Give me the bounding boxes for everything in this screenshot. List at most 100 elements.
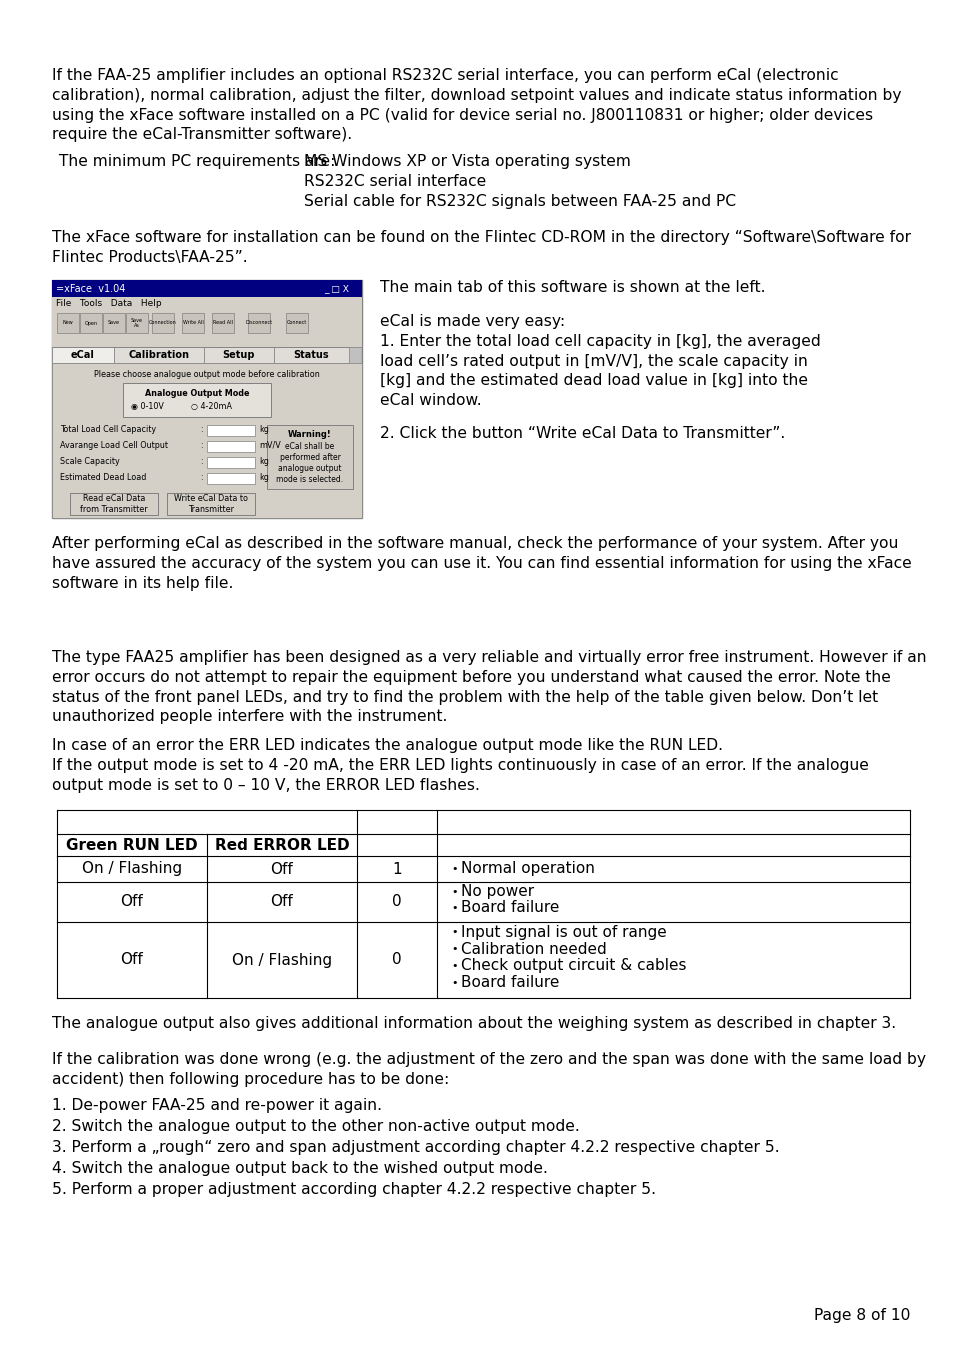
Bar <box>204 347 274 363</box>
Text: Write eCal Data to
Transmitter: Write eCal Data to Transmitter <box>173 494 248 514</box>
Text: Red ERROR LED: Red ERROR LED <box>214 837 349 852</box>
Text: •: • <box>451 944 457 954</box>
Text: If the calibration was done wrong (e.g. the adjustment of the zero and the span : If the calibration was done wrong (e.g. … <box>52 1052 925 1087</box>
Text: eCal shall be
performed after
analogue output
mode is selected.: eCal shall be performed after analogue o… <box>276 441 343 485</box>
Text: MS Windows XP or Vista operating system: MS Windows XP or Vista operating system <box>304 154 630 169</box>
Text: 3. Perform a „rough“ zero and span adjustment according chapter 4.2.2 respective: 3. Perform a „rough“ zero and span adjus… <box>52 1139 779 1156</box>
Text: 5. Perform a proper adjustment according chapter 4.2.2 respective chapter 5.: 5. Perform a proper adjustment according… <box>52 1183 656 1197</box>
Text: Off: Off <box>120 895 143 910</box>
Text: Save
As: Save As <box>131 317 143 328</box>
Text: In case of an error the ERR LED indicates the analogue output mode like the RUN : In case of an error the ERR LED indicate… <box>52 738 868 792</box>
Text: Please choose analogue output mode before calibration: Please choose analogue output mode befor… <box>94 370 319 379</box>
Bar <box>52 347 113 363</box>
Text: The xFace software for installation can be found on the Flintec CD-ROM in the di: The xFace software for installation can … <box>52 230 910 265</box>
Text: •: • <box>451 903 457 913</box>
Text: The minimum PC requirements are:: The minimum PC requirements are: <box>54 154 335 169</box>
Text: Analogue Output Mode: Analogue Output Mode <box>145 389 249 398</box>
Bar <box>52 279 361 518</box>
Text: kg: kg <box>258 456 269 466</box>
Text: On / Flashing: On / Flashing <box>232 953 332 968</box>
Text: Off: Off <box>271 861 294 876</box>
Text: Green RUN LED: Green RUN LED <box>66 837 197 852</box>
Text: :: : <box>200 472 202 482</box>
Bar <box>57 313 79 333</box>
Text: Open: Open <box>85 320 97 325</box>
Text: On / Flashing: On / Flashing <box>82 861 182 876</box>
Text: After performing eCal as described in the software manual, check the performance: After performing eCal as described in th… <box>52 536 911 590</box>
Text: •: • <box>451 864 457 873</box>
Text: Setup: Setup <box>222 350 255 360</box>
Text: Input signal is out of range: Input signal is out of range <box>460 925 666 940</box>
Text: Read All: Read All <box>213 320 233 325</box>
Bar <box>52 279 361 297</box>
Text: Check output circuit & cables: Check output circuit & cables <box>460 958 686 973</box>
Text: The type FAA25 amplifier has been designed as a very reliable and virtually erro: The type FAA25 amplifier has been design… <box>52 649 925 725</box>
Bar <box>212 313 233 333</box>
Text: Off: Off <box>271 895 294 910</box>
Text: 0: 0 <box>392 895 401 910</box>
Text: If the FAA-25 amplifier includes an optional RS232C serial interface, you can pe: If the FAA-25 amplifier includes an opti… <box>52 68 901 142</box>
Text: Connection: Connection <box>149 320 176 325</box>
Text: Total Load Cell Capacity: Total Load Cell Capacity <box>60 424 156 433</box>
Text: No power: No power <box>460 884 534 899</box>
Bar <box>267 425 353 489</box>
Bar <box>207 441 254 452</box>
Bar <box>207 472 254 485</box>
Text: Calibration needed: Calibration needed <box>460 941 606 957</box>
Text: Normal operation: Normal operation <box>460 861 595 876</box>
Bar <box>70 493 158 514</box>
Text: ○ 4-20mA: ○ 4-20mA <box>191 402 232 410</box>
Text: Board failure: Board failure <box>460 975 558 991</box>
Text: •: • <box>451 961 457 971</box>
Bar <box>207 458 254 468</box>
Bar <box>152 313 173 333</box>
Text: File   Tools   Data   Help: File Tools Data Help <box>56 300 161 309</box>
Text: Disconnect: Disconnect <box>245 320 273 325</box>
Text: Warning!: Warning! <box>288 431 332 439</box>
Text: 1: 1 <box>392 861 401 876</box>
Bar <box>126 313 148 333</box>
Bar <box>52 297 361 310</box>
Text: Connect: Connect <box>287 320 307 325</box>
Text: kg: kg <box>258 472 269 482</box>
Text: Avarange Load Cell Output: Avarange Load Cell Output <box>60 440 168 450</box>
Text: kg: kg <box>258 424 269 433</box>
Text: The main tab of this software is shown at the left.: The main tab of this software is shown a… <box>379 279 764 296</box>
Text: Calibration: Calibration <box>129 350 190 360</box>
Bar <box>182 313 204 333</box>
Text: 4. Switch the analogue output back to the wished output mode.: 4. Switch the analogue output back to th… <box>52 1161 547 1176</box>
Bar <box>113 347 204 363</box>
Bar <box>248 313 270 333</box>
Text: New: New <box>63 320 73 325</box>
Text: ◉ 0-10V: ◉ 0-10V <box>131 402 164 410</box>
Text: •: • <box>451 927 457 937</box>
Text: Page 8 of 10: Page 8 of 10 <box>813 1308 909 1323</box>
Text: Off: Off <box>120 953 143 968</box>
Text: 2. Click the button “Write eCal Data to Transmitter”.: 2. Click the button “Write eCal Data to … <box>379 427 784 441</box>
Text: Status: Status <box>294 350 329 360</box>
Text: _ □ X: _ □ X <box>324 284 349 293</box>
Bar <box>56 364 357 516</box>
Text: :: : <box>200 456 202 466</box>
Text: Board failure: Board failure <box>460 900 558 915</box>
Bar <box>207 425 254 436</box>
Bar <box>52 363 361 518</box>
Text: :: : <box>200 440 202 450</box>
Bar <box>286 313 308 333</box>
Bar <box>103 313 125 333</box>
Bar <box>274 347 349 363</box>
Text: •: • <box>451 887 457 896</box>
Bar <box>52 310 361 347</box>
Bar <box>167 493 254 514</box>
Text: Serial cable for RS232C signals between FAA-25 and PC: Serial cable for RS232C signals between … <box>304 194 736 209</box>
Text: eCal is made very easy:
1. Enter the total load cell capacity in [kg], the avera: eCal is made very easy: 1. Enter the tot… <box>379 315 820 408</box>
Text: RS232C serial interface: RS232C serial interface <box>304 174 486 189</box>
Text: The analogue output also gives additional information about the weighing system : The analogue output also gives additiona… <box>52 1017 895 1031</box>
Text: 0: 0 <box>392 953 401 968</box>
Text: Estimated Dead Load: Estimated Dead Load <box>60 472 146 482</box>
Bar <box>80 313 102 333</box>
Text: Scale Capacity: Scale Capacity <box>60 456 120 466</box>
Text: eCal: eCal <box>71 350 95 360</box>
Text: •: • <box>451 977 457 988</box>
Text: Save: Save <box>108 320 120 325</box>
